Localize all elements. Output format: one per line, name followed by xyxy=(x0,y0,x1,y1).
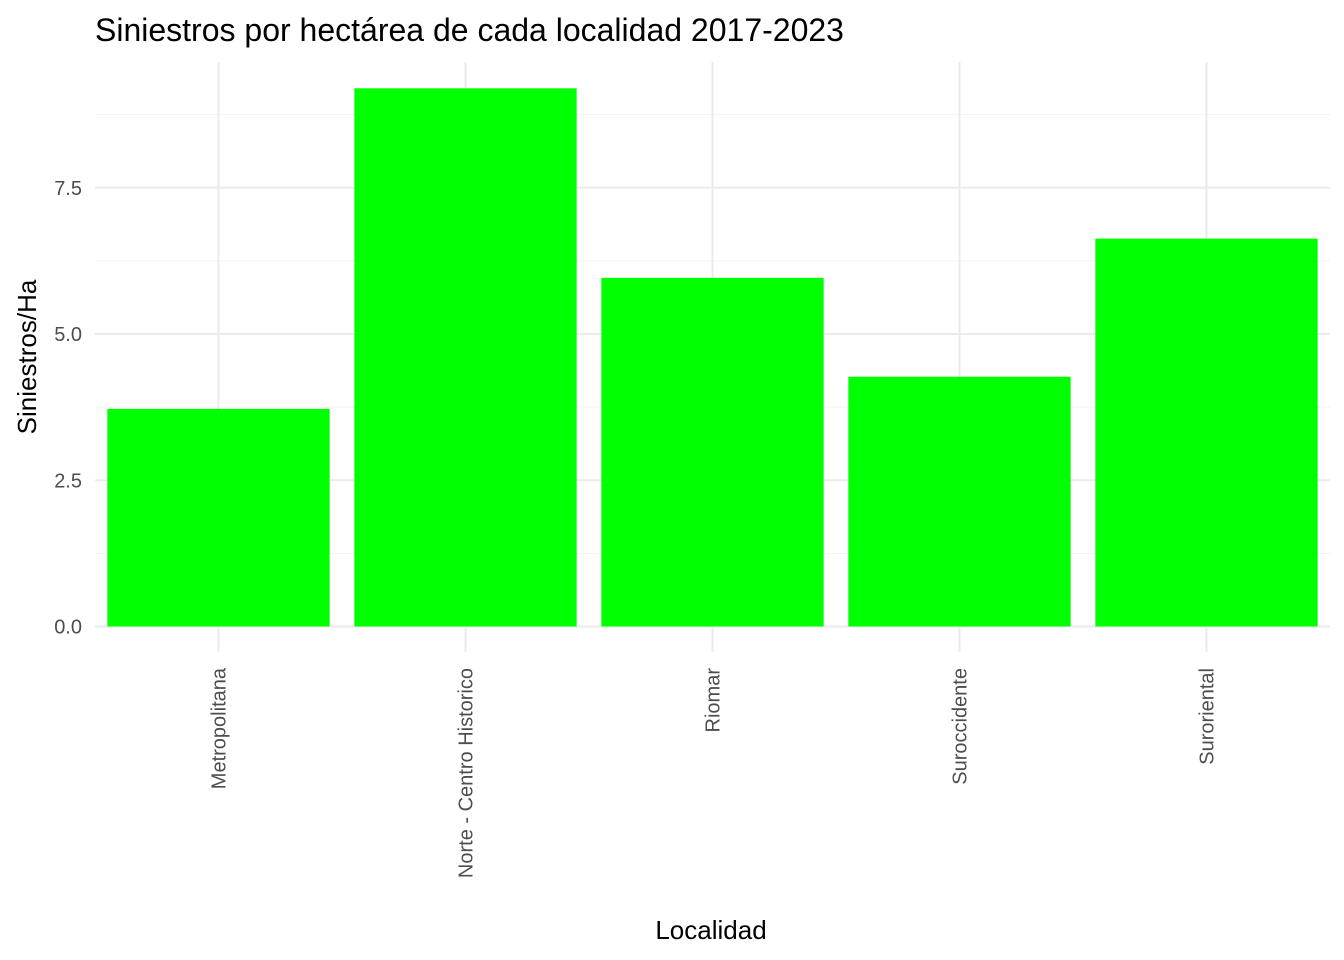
x-axis-title: Localidad xyxy=(655,915,766,945)
y-tick-label: 2.5 xyxy=(54,470,82,492)
y-tick-label: 5.0 xyxy=(54,324,82,346)
y-tick-label: 7.5 xyxy=(54,178,82,200)
x-tick-label: Metropolitana xyxy=(209,667,231,789)
bar-riomar xyxy=(601,277,824,627)
bars xyxy=(107,88,1318,627)
x-tick-label: Norte - Centro Historico xyxy=(456,668,478,878)
y-axis-title: Siniestros/Ha xyxy=(12,279,42,434)
y-tick-labels: 0.0 2.5 5.0 7.5 xyxy=(54,178,82,639)
bar-metropolitana xyxy=(107,408,330,627)
x-tick-label: Suroccidente xyxy=(950,668,972,785)
bar-suroccidente xyxy=(848,376,1071,627)
x-tick-label: Riomar xyxy=(703,668,725,733)
bar-norte-centro-historico xyxy=(354,88,577,627)
bar-suroriental xyxy=(1095,238,1318,627)
chart-title: Siniestros por hectárea de cada localida… xyxy=(95,12,844,48)
x-tick-labels: Metropolitana Norte - Centro Historico Rio… xyxy=(209,667,1219,878)
x-tick-label: Suroriental xyxy=(1197,668,1219,765)
y-tick-label: 0.0 xyxy=(54,617,82,639)
